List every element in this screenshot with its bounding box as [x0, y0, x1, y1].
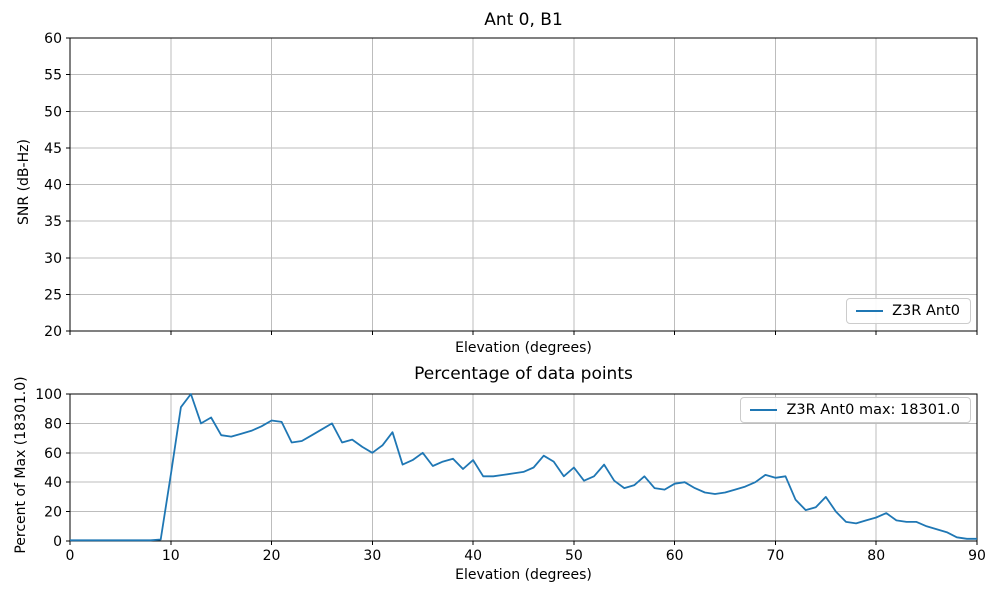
- y-tick-label: 20: [44, 324, 62, 340]
- bottom-chart-ylabel: Percent of Max (18301.0): [13, 376, 29, 554]
- data-line: [70, 393, 977, 542]
- x-tick-label: 80: [867, 548, 885, 564]
- legend-line-icon: [856, 310, 884, 312]
- top-chart-xlabel: Elevation (degrees): [455, 340, 592, 356]
- y-tick-label: 40: [44, 178, 62, 194]
- y-tick-label: 55: [44, 68, 62, 84]
- axes-spines: [69, 393, 978, 542]
- y-tick-label: 0: [53, 534, 62, 550]
- y-tick-label: 60: [44, 446, 62, 462]
- x-tick-label: 10: [162, 548, 180, 564]
- y-tick-label: 30: [44, 251, 62, 267]
- bottom-chart-legend: Z3R Ant0 max: 18301.0: [740, 397, 971, 423]
- top-chart-legend: Z3R Ant0: [846, 298, 971, 324]
- y-tick-label: 60: [44, 31, 62, 47]
- legend-line-icon: [750, 409, 778, 411]
- top-legend-label: Z3R Ant0: [892, 303, 960, 319]
- x-tick-label: 50: [565, 548, 583, 564]
- top-chart-title: Ant 0, B1: [484, 10, 563, 30]
- y-tick-label: 35: [44, 214, 62, 230]
- bottom-legend-label: Z3R Ant0 max: 18301.0: [786, 402, 960, 418]
- y-tick-label: 25: [44, 287, 62, 303]
- x-tick-label: 0: [66, 548, 75, 564]
- bottom-chart-xlabel: Elevation (degrees): [455, 567, 592, 583]
- y-tick-label: 80: [44, 416, 62, 432]
- x-tick-label: 40: [464, 548, 482, 564]
- x-tick-label: 20: [263, 548, 281, 564]
- top-chart-ylabel: SNR (dB-Hz): [16, 139, 32, 225]
- y-tick-label: 20: [44, 505, 62, 521]
- x-tick-label: 30: [363, 548, 381, 564]
- x-tick-label: 70: [767, 548, 785, 564]
- y-tick-label: 40: [44, 475, 62, 491]
- x-tick-label: 60: [666, 548, 684, 564]
- bottom-chart-title: Percentage of data points: [414, 364, 633, 384]
- x-tick-label: 90: [968, 548, 986, 564]
- y-tick-label: 100: [35, 387, 62, 403]
- y-tick-label: 45: [44, 141, 62, 157]
- y-tick-label: 50: [44, 104, 62, 120]
